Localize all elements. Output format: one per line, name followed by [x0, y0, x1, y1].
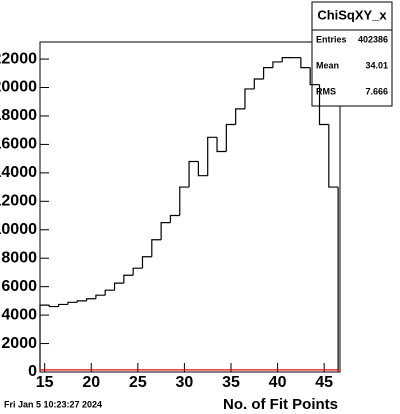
histogram-bin [151, 239, 162, 257]
histogram-bin [197, 161, 208, 177]
histogram-bin [113, 282, 124, 291]
histogram-bin [141, 256, 152, 269]
histogram-bin [39, 304, 50, 372]
histogram-bin [281, 57, 292, 62]
stats-label: Entries [316, 34, 347, 44]
histogram-bin [85, 298, 96, 301]
histogram-bin [160, 222, 171, 240]
histogram-bin [179, 186, 190, 216]
stats-value: 402386 [358, 34, 388, 44]
histogram-bin [225, 123, 236, 152]
y-tick-label: 14000 [0, 164, 37, 181]
stats-value: 34.01 [365, 60, 388, 70]
y-tick-label: 0 [28, 363, 37, 380]
y-tick-label: 18000 [0, 107, 37, 124]
histogram-bin [272, 61, 283, 68]
y-tick-label: 6000 [1, 278, 37, 295]
histogram-bin [169, 214, 180, 223]
histogram-bin [216, 137, 227, 153]
histogram-bin [48, 305, 59, 308]
histogram-bin [244, 88, 255, 109]
histogram-bin [188, 160, 199, 188]
x-tick-label: 35 [222, 374, 240, 391]
stats-label: Mean [316, 60, 339, 70]
x-tick-label: 20 [82, 374, 100, 391]
x-tick-label: 25 [129, 374, 147, 391]
histogram-bin [39, 369, 50, 372]
histogram-bin [104, 289, 115, 296]
histogram-bin [58, 303, 68, 307]
x-axis-title: No. of Fit Points [223, 396, 338, 413]
stats-label: RMS [316, 86, 336, 96]
y-tick-label: 8000 [1, 249, 37, 266]
histogram-bin [253, 78, 264, 89]
y-tick-label: 22000 [0, 50, 37, 67]
y-tick-label: 4000 [1, 306, 37, 323]
histogram-bin [207, 136, 218, 176]
histogram-bin [318, 84, 329, 126]
x-tick-label: 45 [315, 374, 333, 391]
stats-value: 7.666 [365, 86, 388, 96]
stats-frame [311, 1, 393, 107]
y-tick-label: 12000 [0, 193, 37, 210]
histogram-bin [300, 57, 311, 69]
x-tick-label: 30 [176, 374, 194, 391]
x-tick-label: 40 [269, 374, 287, 391]
histogram-bin [235, 108, 245, 125]
stats-title: ChiSqXY_x [317, 7, 387, 22]
histogram-bin [76, 300, 87, 303]
frame [39, 41, 341, 373]
histogram-bin [123, 274, 134, 284]
histogram-bin [67, 301, 78, 305]
histogram-bin [263, 67, 273, 79]
histogram-bin [309, 67, 320, 86]
histogram-bin [95, 294, 106, 299]
footer: Fri Jan 5 10:23:27 2024 [4, 399, 102, 409]
stats-box: ChiSqXY_x [311, 1, 393, 107]
y-tick-label: 16000 [0, 136, 37, 153]
histogram-bin [328, 124, 339, 188]
y-tick-label: 2000 [1, 335, 37, 352]
histogram-bin [132, 267, 143, 276]
y-tick-label: 10000 [0, 221, 37, 238]
x-tick-label: 15 [36, 374, 54, 391]
y-tick-label: 20000 [0, 79, 37, 96]
